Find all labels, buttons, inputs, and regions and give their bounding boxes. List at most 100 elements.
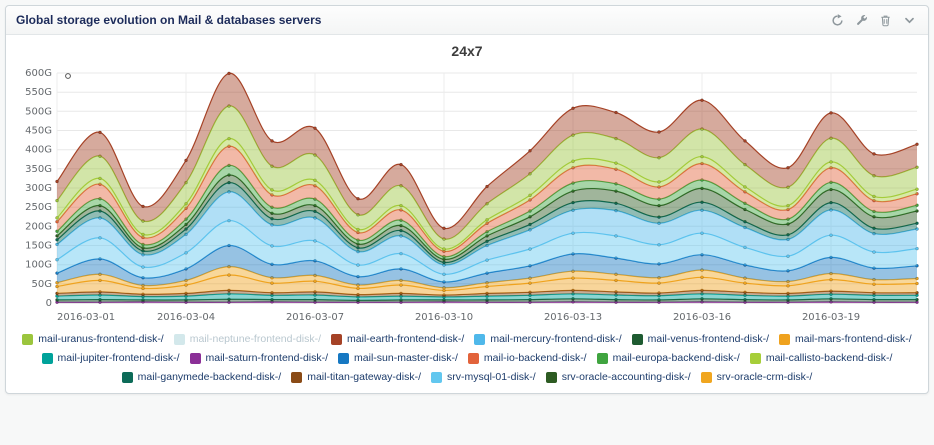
series-mail-mars-frontend-disk <box>55 273 919 295</box>
svg-text:150G: 150G <box>25 241 52 252</box>
series-mail-uranus-frontend-disk <box>55 104 919 250</box>
svg-text:2016-03-16: 2016-03-16 <box>673 312 731 323</box>
legend-swatch <box>331 333 343 345</box>
legend-swatch <box>338 352 350 364</box>
refresh-button[interactable] <box>829 12 846 29</box>
series-mail-callisto-backend-disk <box>55 136 919 252</box>
svg-text:2016-03-19: 2016-03-19 <box>802 312 860 323</box>
legend-item-mail-mercury-frontend-disk[interactable]: mail-mercury-frontend-disk-/ <box>474 333 622 345</box>
collapse-button[interactable] <box>901 12 918 29</box>
legend-item-mail-venus-frontend-disk[interactable]: mail-venus-frontend-disk-/ <box>631 333 770 345</box>
series-mail-mercury-frontend-disk <box>55 190 919 275</box>
legend-label: mail-io-backend-disk-/ <box>483 352 587 364</box>
legend-item-mail-europa-backend-disk[interactable]: mail-europa-backend-disk-/ <box>596 352 740 364</box>
stray-point-marker <box>65 73 71 79</box>
series-mail-earth-frontend-disk <box>55 71 919 240</box>
legend-item-mail-saturn-frontend-disk[interactable]: mail-saturn-frontend-disk-/ <box>189 352 329 364</box>
svg-text:600G: 600G <box>25 68 52 79</box>
legend-swatch <box>41 352 53 364</box>
chart-legend: mail-uranus-frontend-disk-/ mail-neptune-… <box>15 333 920 393</box>
series-mail-sun-master-disk <box>55 243 919 288</box>
legend-swatch <box>779 333 791 345</box>
svg-text:500G: 500G <box>25 106 52 117</box>
refresh-icon <box>832 13 843 26</box>
widget-toolbar <box>829 12 918 29</box>
delete-button[interactable] <box>877 12 894 29</box>
chart-container: 24x7 0 50G 100G 150G 200G 250G 300G 350G 400G 450… <box>6 43 928 393</box>
trash-icon <box>881 15 890 26</box>
svg-text:350G: 350G <box>25 164 52 175</box>
legend-swatch <box>631 333 643 345</box>
series-srv-oracle-accounting-disk <box>55 173 919 263</box>
svg-text:0: 0 <box>46 298 52 309</box>
svg-text:400G: 400G <box>25 145 52 156</box>
legend-label: srv-oracle-crm-disk-/ <box>716 371 813 383</box>
legend-item-mail-io-backend-disk[interactable]: mail-io-backend-disk-/ <box>467 352 587 364</box>
svg-text:200G: 200G <box>25 221 52 232</box>
legend-swatch <box>467 352 479 364</box>
legend-label: srv-oracle-accounting-disk-/ <box>561 371 691 383</box>
widget-header: Global storage evolution on Mail & datab… <box>6 6 928 35</box>
series-mail-jupiter-frontend-disk <box>55 292 919 301</box>
legend-item-mail-uranus-frontend-disk[interactable]: mail-uranus-frontend-disk-/ <box>22 333 164 345</box>
svg-text:2016-03-04: 2016-03-04 <box>157 312 215 323</box>
legend-label: mail-uranus-frontend-disk-/ <box>38 333 164 345</box>
legend-item-mail-neptune-frontend-disk[interactable]: mail-neptune-frontend-disk-/ <box>173 333 322 345</box>
widget-panel: Global storage evolution on Mail & datab… <box>5 5 929 394</box>
svg-text:2016-03-10: 2016-03-10 <box>415 312 473 323</box>
legend-swatch <box>749 352 761 364</box>
svg-text:2016-03-07: 2016-03-07 <box>286 312 344 323</box>
legend-item-srv-mysql-01-disk[interactable]: srv-mysql-01-disk-/ <box>431 371 536 383</box>
legend-label: mail-mars-frontend-disk-/ <box>795 333 912 345</box>
legend-swatch <box>189 352 201 364</box>
legend-swatch <box>173 333 185 345</box>
legend-label: mail-mercury-frontend-disk-/ <box>490 333 622 345</box>
y-axis-labels: 0 50G 100G 150G 200G 250G 300G 350G 400G 450G 500G… <box>25 68 52 309</box>
legend-item-mail-titan-gateway-disk[interactable]: mail-titan-gateway-disk-/ <box>291 371 421 383</box>
legend-label: srv-mysql-01-disk-/ <box>447 371 536 383</box>
svg-text:450G: 450G <box>25 126 52 137</box>
legend-label: mail-earth-frontend-disk-/ <box>347 333 465 345</box>
legend-swatch <box>545 371 557 383</box>
legend-item-srv-oracle-accounting-disk[interactable]: srv-oracle-accounting-disk-/ <box>545 371 691 383</box>
svg-text:2016-03-01: 2016-03-01 <box>57 312 115 323</box>
legend-item-mail-sun-master-disk[interactable]: mail-sun-master-disk-/ <box>338 352 458 364</box>
svg-text:300G: 300G <box>25 183 52 194</box>
legend-item-mail-mars-frontend-disk[interactable]: mail-mars-frontend-disk-/ <box>779 333 912 345</box>
chart-title: 24x7 <box>451 43 483 59</box>
series-mail-io-backend-disk <box>55 144 919 257</box>
svg-text:100G: 100G <box>25 260 52 271</box>
svg-text:50G: 50G <box>32 279 52 290</box>
legend-item-mail-earth-frontend-disk[interactable]: mail-earth-frontend-disk-/ <box>331 333 464 345</box>
legend-swatch <box>121 371 133 383</box>
legend-label: mail-venus-frontend-disk-/ <box>647 333 770 345</box>
storage-area-chart[interactable]: 0 50G 100G 150G 200G 250G 300G 350G 400G 450G 500G… <box>7 61 927 329</box>
legend-swatch <box>596 352 608 364</box>
chevron-down-icon <box>905 17 914 23</box>
legend-item-srv-oracle-crm-disk[interactable]: srv-oracle-crm-disk-/ <box>700 371 813 383</box>
legend-label: mail-titan-gateway-disk-/ <box>307 371 422 383</box>
series-mail-europa-backend-disk <box>55 163 919 260</box>
svg-text:2016-03-13: 2016-03-13 <box>544 312 602 323</box>
legend-item-mail-callisto-backend-disk[interactable]: mail-callisto-backend-disk-/ <box>749 352 892 364</box>
legend-item-mail-jupiter-frontend-disk[interactable]: mail-jupiter-frontend-disk-/ <box>41 352 180 364</box>
series-srv-oracle-crm-disk <box>55 264 919 291</box>
legend-swatch <box>700 371 712 383</box>
wrench-icon <box>857 14 867 25</box>
configure-button[interactable] <box>853 12 870 29</box>
x-axis-labels: 2016-03-01 2016-03-04 2016-03-07 2016-03-10… <box>57 312 860 323</box>
legend-label: mail-neptune-frontend-disk-/ <box>189 333 322 345</box>
legend-label: mail-europa-backend-disk-/ <box>612 352 740 364</box>
legend-swatch <box>22 333 34 345</box>
series-mail-venus-frontend-disk <box>55 297 919 303</box>
legend-swatch <box>431 371 443 383</box>
series-mail-ganymede-backend-disk <box>55 180 919 266</box>
legend-item-mail-ganymede-backend-disk[interactable]: mail-ganymede-backend-disk-/ <box>121 371 281 383</box>
legend-swatch <box>474 333 486 345</box>
series-mail-saturn-frontend-disk <box>55 300 919 304</box>
svg-text:250G: 250G <box>25 202 52 213</box>
legend-label: mail-jupiter-frontend-disk-/ <box>57 352 180 364</box>
widget-title: Global storage evolution on Mail & datab… <box>16 13 322 27</box>
legend-label: mail-saturn-frontend-disk-/ <box>205 352 329 364</box>
svg-text:550G: 550G <box>25 87 52 98</box>
